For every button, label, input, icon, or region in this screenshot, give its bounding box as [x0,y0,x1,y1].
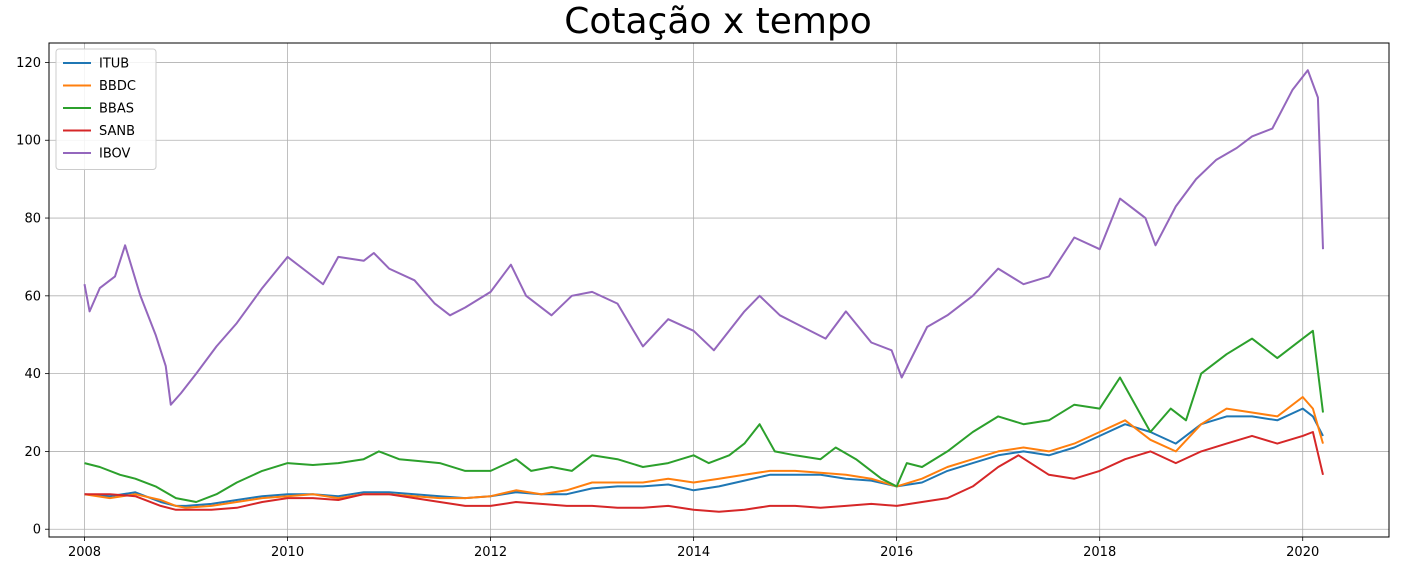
y-tick-label: 20 [24,445,41,460]
series-line-bbas [84,329,1324,503]
y-tick-label: 120 [16,56,41,71]
legend-label-bbdc: BBDC [99,79,136,94]
x-tick-label: 2016 [880,545,913,560]
series-line-itub [84,407,1324,507]
y-tick-label: 60 [24,289,41,304]
series-line-bbdc [84,396,1324,509]
legend: ITUB BBDC BBAS SANB IBOV [55,48,157,170]
x-tick-label: 2020 [1286,545,1319,560]
plot-frame [48,42,1390,538]
grid [49,43,1389,537]
y-tick-label: 0 [33,523,41,538]
y-tick-label: 40 [24,367,41,382]
series-line-sanb [84,431,1324,513]
chart-title: Cotação x tempo [564,1,872,42]
y-tick-label: 80 [24,212,41,227]
series-line-ibov [83,69,1324,406]
legend-label-bbas: BBAS [99,102,134,117]
x-tick-label: 2012 [474,545,507,560]
legend-label-itub: ITUB [99,57,129,72]
axis-ticks: 2008 2010 2012 2014 2016 2018 2020 0 20 40 60 80 100… [16,56,1319,560]
legend-label-sanb: SANB [99,124,135,139]
series-lines [83,69,1324,513]
x-tick-label: 2018 [1083,545,1116,560]
legend-label-ibov: IBOV [99,147,131,162]
x-tick-label: 2008 [68,545,101,560]
x-tick-label: 2010 [271,545,304,560]
x-tick-label: 2014 [677,545,710,560]
y-tick-label: 100 [16,134,41,149]
legend-box [55,48,157,170]
